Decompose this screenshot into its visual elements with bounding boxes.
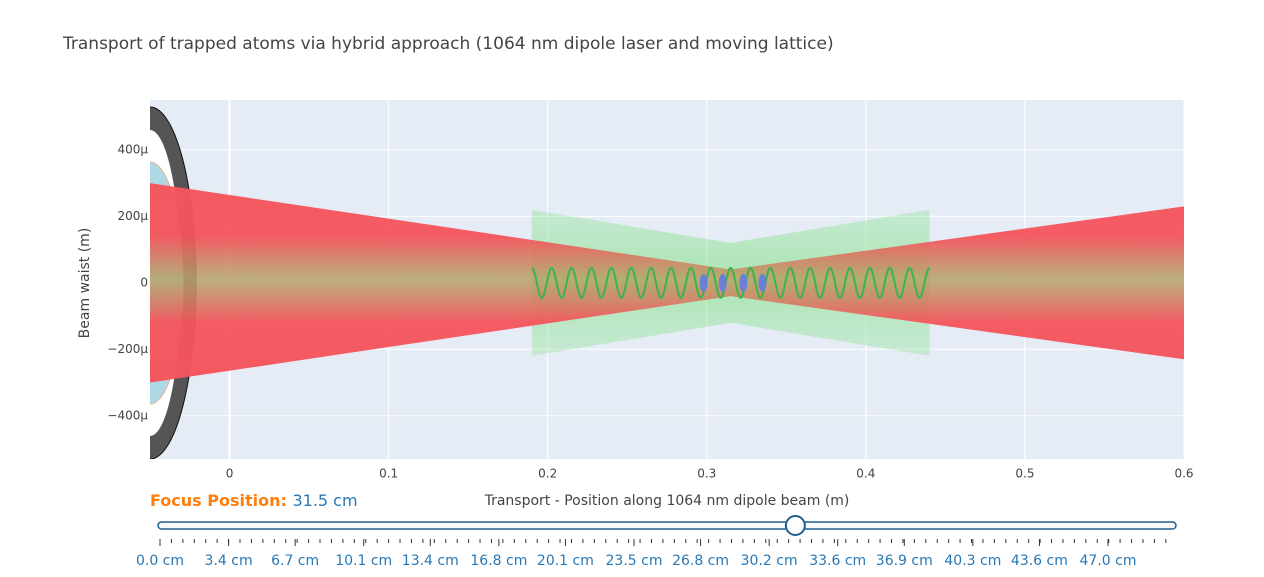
atom — [758, 273, 767, 292]
slider-prefix: Focus Position: — [150, 491, 292, 510]
slider-current-value: 31.5 cm — [292, 491, 357, 510]
y-tick-label: −200μ — [107, 342, 148, 356]
x-tick-label: 0.4 — [856, 467, 875, 481]
slider-tick-label[interactable]: 10.1 cm — [335, 553, 392, 569]
atom — [699, 273, 708, 292]
x-axis-label: Transport - Position along 1064 nm dipol… — [484, 493, 850, 509]
x-tick-label: 0.1 — [379, 467, 398, 481]
plot — [150, 106, 1184, 459]
slider-tick-label[interactable]: 36.9 cm — [876, 553, 933, 569]
atom — [739, 273, 748, 292]
slider-tick-label[interactable]: 43.6 cm — [1011, 553, 1068, 569]
y-tick-label: 400μ — [117, 142, 148, 156]
slider[interactable]: 0.0 cm 3.4 cm 6.7 cm 10.1 cm 13.4 cm 16.8 cm 2… — [136, 515, 1167, 569]
slider-tick-label[interactable]: 40.3 cm — [944, 553, 1001, 569]
x-tick-label: 0.3 — [697, 467, 716, 481]
slider-tick-label[interactable]: 30.2 cm — [741, 553, 798, 569]
slider-track[interactable] — [157, 521, 1177, 530]
slider-tick-label[interactable]: 6.7 cm — [271, 553, 319, 569]
y-tick-label: −400μ — [107, 408, 148, 422]
x-tick-label: 0.2 — [538, 467, 557, 481]
slider-tick-label[interactable]: 47.0 cm — [1080, 553, 1137, 569]
slider-tick-label[interactable]: 23.5 cm — [606, 553, 663, 569]
x-tick-label: 0 — [226, 467, 234, 481]
lattice-wave — [531, 266, 930, 299]
slider-tick-label[interactable]: 3.4 cm — [205, 553, 253, 569]
y-tick-label: 0 — [140, 275, 148, 289]
y-tick-label: 200μ — [117, 209, 148, 223]
slider-tick-label[interactable]: 16.8 cm — [470, 553, 527, 569]
slider-tick-label[interactable]: 20.1 cm — [537, 553, 594, 569]
slider-tick-label[interactable]: 33.6 cm — [809, 553, 866, 569]
x-tick-label: 0.6 — [1174, 467, 1193, 481]
slider-tick-label[interactable]: 0.0 cm — [136, 553, 184, 569]
slider-handle[interactable] — [784, 515, 806, 536]
slider-tick-label[interactable]: 26.8 cm — [672, 553, 729, 569]
slider-tick-label[interactable]: 13.4 cm — [402, 553, 459, 569]
slider-label: Focus Position: 31.5 cm — [150, 491, 358, 510]
atom — [718, 273, 727, 292]
x-tick-label: 0.5 — [1015, 467, 1034, 481]
chart-title: Transport of trapped atoms via hybrid ap… — [62, 34, 834, 54]
y-axis-label: Beam waist (m) — [77, 228, 93, 339]
